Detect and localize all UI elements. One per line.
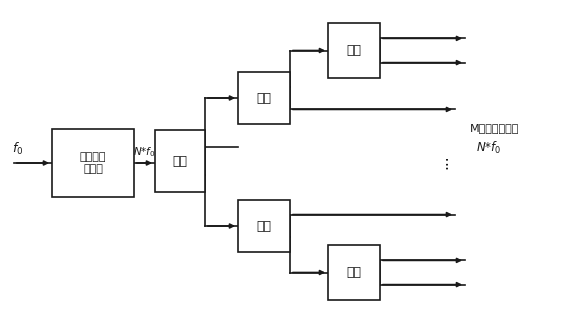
Text: 功分: 功分	[346, 266, 361, 279]
Bar	[328, 245, 380, 300]
Text: $N$*$f_0$: $N$*$f_0$	[133, 145, 156, 159]
Bar	[238, 200, 290, 252]
Bar	[52, 129, 134, 197]
Text: ···: ···	[441, 155, 456, 169]
Text: 功分: 功分	[346, 44, 361, 57]
Text: 梳谐信号
发生器: 梳谐信号 发生器	[80, 152, 107, 174]
Text: 功分: 功分	[173, 155, 188, 167]
Bar	[238, 72, 290, 124]
Text: 功分: 功分	[256, 220, 272, 233]
Bar	[328, 23, 380, 78]
Bar	[155, 130, 205, 192]
Text: M路梳状谱信号: M路梳状谱信号	[470, 123, 519, 133]
Text: 功分: 功分	[256, 92, 272, 105]
Text: $f_0$: $f_0$	[12, 141, 23, 157]
Text: $N$*$f_0$: $N$*$f_0$	[476, 140, 501, 156]
